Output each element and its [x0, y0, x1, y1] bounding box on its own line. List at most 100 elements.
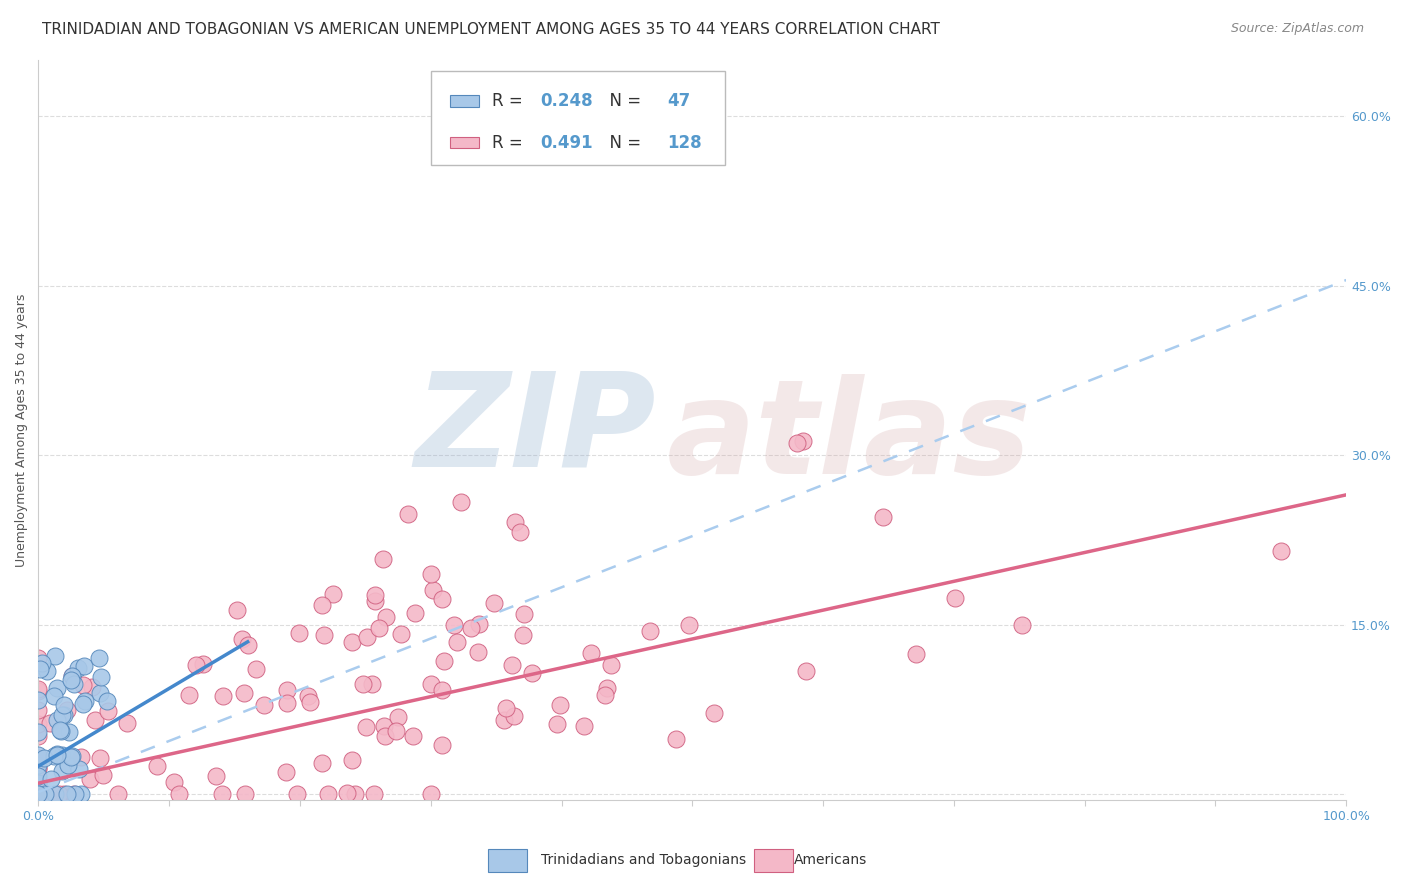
Point: [44, 649, 66, 664]
Point: [59, 750, 82, 764]
Point: [27, 788, 49, 802]
Point: [97, 704, 120, 718]
Point: [503, 515, 526, 529]
Point: [89, 686, 111, 700]
FancyBboxPatch shape: [430, 70, 725, 166]
Point: [596, 681, 619, 695]
Point: [27, 758, 49, 772]
Point: [792, 434, 814, 449]
Point: [27, 682, 49, 697]
Point: [904, 647, 927, 661]
Text: 0.491: 0.491: [541, 134, 593, 152]
Point: [342, 635, 364, 649]
Point: [581, 646, 603, 660]
Y-axis label: Unemployment Among Ages 35 to 44 years: Unemployment Among Ages 35 to 44 years: [15, 293, 28, 566]
Point: [27, 761, 49, 775]
Point: [233, 788, 256, 802]
Point: [460, 621, 482, 635]
Point: [450, 495, 472, 509]
Point: [27, 717, 49, 731]
Point: [42, 689, 65, 703]
Point: [340, 753, 363, 767]
Text: Trinidadians and Tobagonians: Trinidadians and Tobagonians: [541, 853, 747, 867]
Point: [467, 645, 489, 659]
Point: [27, 692, 49, 706]
Point: [389, 627, 412, 641]
Point: [66, 661, 89, 675]
Point: [27, 788, 49, 802]
Point: [943, 591, 966, 605]
Point: [593, 688, 616, 702]
Bar: [450, 95, 479, 106]
Point: [31, 657, 53, 671]
Text: R =: R =: [492, 92, 529, 110]
Point: [60, 669, 83, 683]
Point: [420, 788, 443, 802]
Point: [48, 788, 70, 802]
Point: [546, 717, 568, 731]
Point: [41, 772, 63, 786]
Point: [356, 630, 378, 644]
Point: [146, 759, 169, 773]
Point: [373, 552, 395, 566]
Point: [502, 708, 524, 723]
Point: [34, 788, 56, 802]
Point: [678, 618, 700, 632]
Point: [80, 681, 103, 695]
Point: [49, 723, 72, 738]
Point: [87, 650, 110, 665]
Point: [336, 786, 359, 800]
Point: [34, 788, 56, 802]
Point: [373, 719, 395, 733]
Point: [420, 677, 443, 691]
Point: [430, 591, 453, 606]
Point: [343, 788, 366, 802]
Point: [363, 788, 385, 802]
Point: [70, 788, 93, 802]
Point: [37, 664, 59, 678]
Point: [402, 729, 425, 743]
Point: [501, 657, 523, 672]
Point: [205, 769, 228, 783]
Point: [27, 788, 49, 802]
Point: [60, 749, 83, 764]
Point: [361, 677, 384, 691]
Text: N =: N =: [599, 134, 647, 152]
Point: [27, 788, 49, 802]
Point: [60, 673, 83, 687]
Point: [1011, 618, 1033, 632]
Point: [274, 764, 297, 779]
Point: [30, 662, 52, 676]
Point: [27, 729, 49, 743]
Point: [433, 654, 456, 668]
Point: [446, 634, 468, 648]
Point: [314, 628, 336, 642]
Point: [640, 624, 662, 638]
Point: [404, 607, 426, 621]
Point: [45, 713, 67, 727]
Point: [191, 657, 214, 671]
Point: [665, 732, 688, 747]
Point: [322, 587, 344, 601]
Point: [177, 689, 200, 703]
Point: [872, 510, 894, 524]
Point: [63, 788, 86, 802]
Text: 47: 47: [668, 92, 690, 110]
Point: [49, 723, 72, 738]
Point: [27, 703, 49, 717]
Point: [548, 698, 571, 712]
Point: [27, 788, 49, 802]
Point: [73, 694, 96, 708]
Point: [276, 696, 298, 710]
Point: [91, 768, 114, 782]
Point: [786, 436, 808, 450]
Point: [55, 788, 77, 802]
Point: [67, 762, 90, 776]
Point: [51, 748, 73, 763]
Point: [572, 719, 595, 733]
Point: [316, 788, 339, 802]
Point: [184, 658, 207, 673]
Bar: [450, 136, 479, 148]
Point: [422, 583, 444, 598]
Point: [468, 616, 491, 631]
